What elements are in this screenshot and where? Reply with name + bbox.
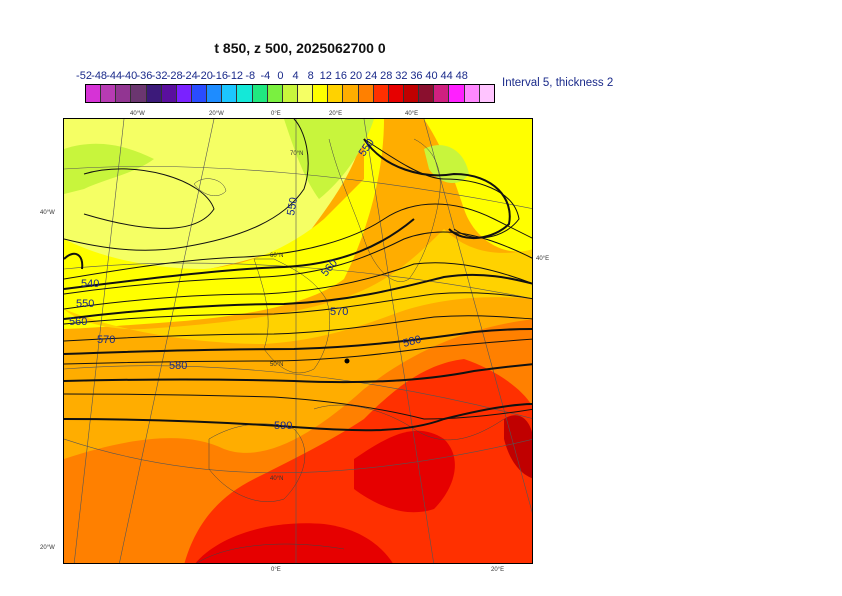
- lat-label: 40°N: [270, 476, 284, 482]
- legend-tick-label: 40: [425, 70, 438, 82]
- color-legend-bar: [85, 84, 495, 103]
- temp-field-yellow: [64, 119, 384, 329]
- contour-label: 590: [274, 420, 292, 432]
- contour-label: 560: [69, 316, 87, 328]
- contour-label: 540: [81, 278, 99, 290]
- legend-tick-label: 28: [380, 70, 393, 82]
- thick-contours: [64, 138, 532, 432]
- temp-field-crimson: [504, 415, 532, 479]
- legend-tick-label: -36: [136, 70, 153, 82]
- geopotential-contours: [64, 119, 532, 420]
- lon-label-bottom: 20°E: [491, 567, 505, 573]
- legend-color-cell: [358, 85, 374, 102]
- contour-label: 550: [76, 298, 94, 310]
- legend-tick-label: -8: [245, 70, 256, 82]
- legend-color-cell: [343, 85, 359, 102]
- contour-label-layer: 540 550 560 570 580 590 550 560 570 580 …: [69, 137, 423, 432]
- location-marker: [344, 358, 350, 364]
- temp-field-dark-red: [354, 430, 455, 513]
- legend-color-cell: [252, 85, 268, 102]
- legend-color-cell: [479, 85, 494, 102]
- weather-map: 540 550 560 570 580 590 550 560 570 580 …: [63, 118, 533, 564]
- lon-label-top: 20°W: [209, 111, 224, 117]
- legend-color-cell: [222, 85, 238, 102]
- legend-color-cell: [403, 85, 420, 102]
- legend-tick-label: 32: [395, 70, 408, 82]
- legend-color-cell: [237, 85, 253, 102]
- temp-field-lime-north: [284, 119, 374, 199]
- lon-label-top: 40°E: [405, 111, 419, 117]
- legend-tick-label: -24: [181, 70, 198, 82]
- legend-tick-label: -52: [76, 70, 92, 82]
- legend-color-cell: [282, 85, 298, 102]
- contour-label: 580: [402, 334, 423, 350]
- legend-color-cell: [267, 85, 283, 102]
- map-title: t 850, z 500, 2025062700 0: [214, 40, 386, 56]
- legend-tick-label: 0: [277, 70, 284, 82]
- lon-label-left: 40°W: [40, 210, 55, 216]
- lon-label-top: 40°W: [130, 111, 145, 117]
- contour-label: 550: [285, 196, 300, 216]
- legend-tick-label: -20: [196, 70, 213, 82]
- legend-color-cell: [191, 85, 208, 102]
- legend-color-cell: [116, 85, 132, 102]
- legend-tick-label: -4: [260, 70, 271, 82]
- contour-label: 570: [330, 306, 348, 318]
- lat-label: 50°N: [270, 362, 284, 368]
- legend-color-cell: [419, 85, 435, 102]
- legend-tick-label: 48: [455, 70, 468, 82]
- legend-tick-label: -16: [212, 70, 228, 82]
- legend-color-cell: [373, 85, 389, 102]
- legend-tick-label: -32: [151, 70, 168, 82]
- temp-field-dark-red-south: [195, 523, 393, 563]
- legend-color-cell: [328, 85, 344, 102]
- map-canvas: 540 550 560 570 580 590 550 560 570 580 …: [64, 119, 532, 563]
- legend-tick-label: -28: [166, 70, 183, 82]
- lon-label-top: 0°E: [271, 111, 281, 117]
- legend-tick-label: 44: [440, 70, 453, 82]
- lon-label-right: 40°E: [536, 256, 550, 262]
- legend-color-cell: [434, 85, 450, 102]
- legend-color-cell: [388, 85, 404, 102]
- legend-tick-label: 12: [319, 70, 332, 82]
- legend-tick-label: 4: [292, 70, 299, 82]
- legend-color-cell: [161, 85, 177, 102]
- legend-color-cell: [464, 85, 480, 102]
- legend-tick-label: -40: [121, 70, 138, 82]
- legend-color-cell: [146, 85, 162, 102]
- legend-tick-label: -48: [91, 70, 108, 82]
- legend-color-cell: [86, 85, 102, 102]
- legend-tick-label: 8: [307, 70, 314, 82]
- legend-tick-label: 36: [410, 70, 423, 82]
- legend-tick-label: -12: [227, 70, 244, 82]
- legend-color-cell: [449, 85, 465, 102]
- legend-tick-label: 16: [334, 70, 347, 82]
- legend-color-cell: [131, 85, 147, 102]
- legend-color-cell: [297, 85, 314, 102]
- temp-field-gold: [64, 229, 532, 344]
- lon-label-bottom: 0°E: [271, 567, 281, 573]
- legend-tick-label: -44: [106, 70, 123, 82]
- legend-color-cell: [101, 85, 117, 102]
- legend-color-cell: [176, 85, 192, 102]
- legend-tick-label: 20: [349, 70, 363, 82]
- lon-label-left: 20°W: [40, 545, 55, 551]
- legend-color-cell: [313, 85, 329, 102]
- contour-label: 570: [97, 334, 115, 346]
- lon-label-top: 20°E: [329, 111, 343, 117]
- lat-label: 60°N: [270, 253, 284, 259]
- legend-interval-note: Interval 5, thickness 2: [502, 77, 614, 89]
- contour-label: 580: [169, 360, 187, 372]
- legend-color-cell: [207, 85, 223, 102]
- legend-tick-label: 24: [364, 70, 378, 82]
- lat-label: 70°N: [290, 151, 304, 157]
